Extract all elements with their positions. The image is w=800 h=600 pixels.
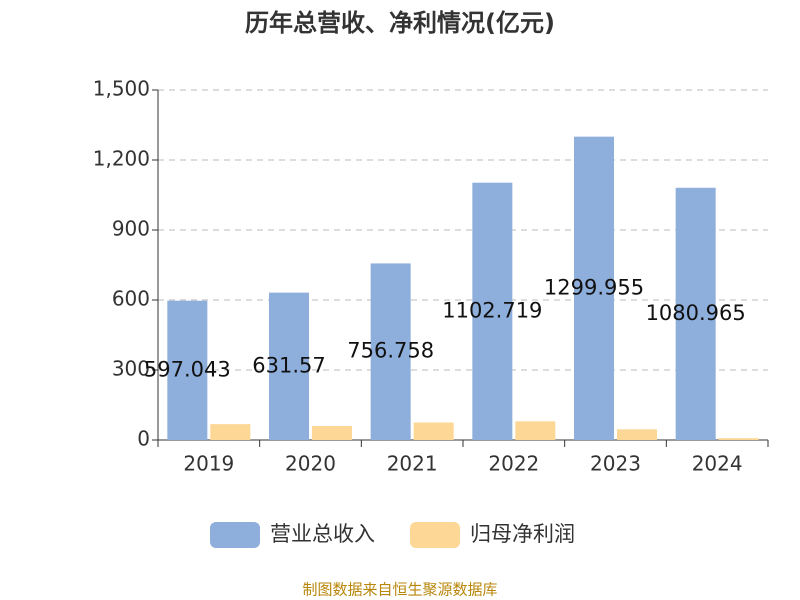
x-tick-label: 2022 <box>488 452 539 476</box>
x-tick-label: 2020 <box>285 452 336 476</box>
x-tick-label: 2023 <box>590 452 641 476</box>
bar <box>210 424 251 440</box>
x-tick-label: 2021 <box>387 452 438 476</box>
legend-label: 归母净利润 <box>470 522 575 546</box>
y-tick-label: 1,500 <box>93 77 150 101</box>
data-label: 1102.719 <box>442 298 542 322</box>
bar <box>269 292 309 440</box>
bar <box>718 438 759 440</box>
data-label: 1299.955 <box>544 275 644 299</box>
legend-swatch <box>410 522 460 548</box>
bar <box>515 421 556 440</box>
bar <box>312 426 352 440</box>
y-tick-label: 1,200 <box>93 147 150 171</box>
x-tick-label: 2024 <box>692 452 743 476</box>
bar <box>574 136 614 440</box>
data-label: 597.043 <box>144 357 231 381</box>
data-label: 756.758 <box>347 339 434 363</box>
data-label: 1080.965 <box>646 301 746 325</box>
bar <box>413 422 454 440</box>
y-tick-label: 0 <box>137 427 150 451</box>
bar <box>617 429 657 440</box>
x-tick-label: 2019 <box>183 452 234 476</box>
legend-label: 营业总收入 <box>270 522 375 546</box>
legend-swatch <box>210 522 260 548</box>
source-note: 制图数据来自恒生聚源数据库 <box>302 581 497 599</box>
data-label: 631.57 <box>252 353 325 377</box>
bar <box>370 263 411 440</box>
y-tick-label: 300 <box>112 357 150 381</box>
chart-title: 历年总营收、净利情况(亿元) <box>245 9 555 37</box>
y-tick-label: 900 <box>112 217 150 241</box>
bar <box>167 300 208 440</box>
bar <box>675 187 716 440</box>
bar <box>472 182 513 440</box>
y-tick-label: 600 <box>112 287 150 311</box>
